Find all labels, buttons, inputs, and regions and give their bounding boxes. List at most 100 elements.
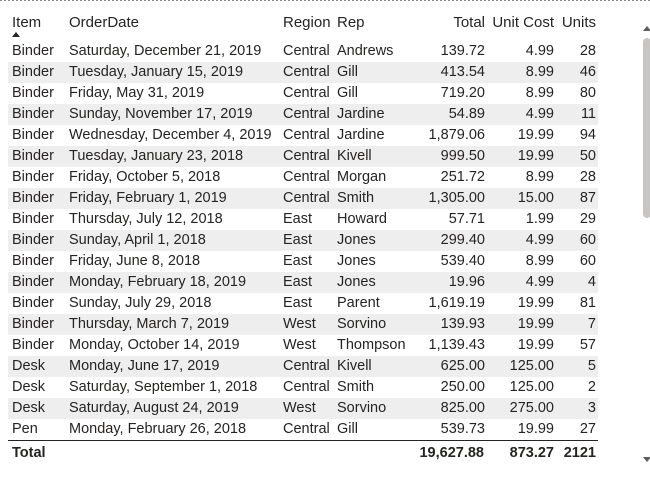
cell-units: 3 [559, 398, 598, 419]
cell-item: Binder [12, 253, 54, 269]
cell-region: East [283, 230, 337, 251]
cell-rep: Jones [337, 253, 376, 269]
cell-item: Binder [12, 169, 54, 185]
cell-units: 46 [559, 62, 598, 83]
column-header-orderdate-label: OrderDate [69, 14, 140, 31]
column-header-region[interactable]: Region [283, 8, 337, 41]
table-row[interactable]: Binder Saturday, December 21, 2019 Central… [8, 41, 598, 62]
table-row[interactable]: Binder Wednesday, December 4, 2019 Central… [8, 125, 598, 146]
cell-rep: Jardine [337, 127, 385, 143]
column-header-rep-label: Rep [337, 14, 365, 31]
cell-region: West [283, 337, 316, 353]
cell-item: Binder [8, 272, 69, 293]
cell-item: Binder [12, 211, 54, 227]
cell-unit-cost: 19.99 [517, 127, 554, 143]
cell-rep: Gill [337, 421, 358, 437]
cell-region: Central [283, 146, 337, 167]
column-header-unit-cost[interactable]: Unit Cost [485, 8, 559, 41]
cell-region: East [283, 295, 313, 311]
scroll-down-arrow-icon[interactable] [643, 457, 650, 462]
column-header-item-label: Item [12, 14, 42, 31]
column-header-item[interactable]: Item [8, 8, 69, 41]
cell-region: West [283, 314, 337, 335]
cell-rep: Jones [337, 230, 413, 251]
column-header-total[interactable]: Total [413, 8, 485, 41]
scroll-thumb[interactable] [643, 38, 650, 218]
cell-region: Central [283, 421, 330, 437]
cell-region: Central [283, 104, 337, 125]
table-row[interactable]: Binder Monday, October 14, 2019 West Thomps… [8, 335, 598, 356]
cell-region: East [283, 272, 337, 293]
table-row[interactable]: Binder Tuesday, January 15, 2019 Central Gi… [8, 62, 598, 83]
vertical-scrollbar[interactable] [642, 26, 650, 462]
cell-item: Binder [8, 104, 69, 125]
table-row[interactable]: Binder Sunday, July 29, 2018 East Parent 1,6… [8, 293, 598, 314]
cell-unit-cost: 4.99 [525, 43, 554, 59]
cell-rep: Gill [337, 85, 358, 101]
cell-region: Central [283, 62, 337, 83]
cell-unit-cost: 125.00 [485, 356, 559, 377]
cell-orderdate: Monday, February 26, 2018 [69, 421, 247, 437]
column-header-rep[interactable]: Rep [337, 8, 413, 41]
cell-orderdate: Friday, February 1, 2019 [69, 188, 283, 209]
cell-units: 28 [579, 43, 596, 59]
sort-ascending-icon[interactable] [12, 32, 20, 37]
cell-unit-cost: 1.99 [525, 211, 554, 227]
cell-item: Binder [8, 62, 69, 83]
cell-region: Central [283, 169, 330, 185]
table-row[interactable]: Binder Sunday, April 1, 2018 East Jones 299.… [8, 230, 598, 251]
cell-total: 251.72 [440, 169, 485, 185]
table-body: Binder Saturday, December 21, 2019 Central… [8, 41, 598, 441]
total-total-cell: 19,627.88 [413, 440, 485, 465]
cell-total: 54.89 [413, 104, 485, 125]
cell-orderdate: Saturday, September 1, 2018 [69, 379, 258, 395]
cell-unit-cost: 8.99 [525, 253, 554, 269]
cell-rep: Jardine [337, 104, 413, 125]
cell-unit-cost: 8.99 [485, 62, 559, 83]
total-units-cell: 2121 [559, 440, 598, 465]
cell-region: West [283, 398, 337, 419]
table-row[interactable]: Binder Friday, May 31, 2019 Central Gill 719… [8, 83, 598, 104]
cell-units: 57 [579, 337, 596, 353]
cell-region: Central [283, 356, 337, 377]
table-row[interactable]: Binder Thursday, July 12, 2018 East Howard 5… [8, 209, 598, 230]
table-row[interactable]: Desk Saturday, August 24, 2019 West Sorvino… [8, 398, 598, 419]
cell-orderdate: Tuesday, January 23, 2018 [69, 146, 283, 167]
table-row[interactable]: Binder Thursday, March 7, 2019 West Sorvino… [8, 314, 598, 335]
table-row[interactable]: Binder Friday, February 1, 2019 Central Smi… [8, 188, 598, 209]
table-row[interactable]: Binder Tuesday, January 23, 2018 Central Ki… [8, 146, 598, 167]
total-empty-cell [337, 440, 413, 465]
cell-item: Binder [8, 146, 69, 167]
cell-item: Binder [8, 188, 69, 209]
cell-units: 81 [579, 295, 596, 311]
cell-rep: Smith [337, 188, 413, 209]
cell-total: 825.00 [413, 398, 485, 419]
cell-orderdate: Saturday, December 21, 2019 [69, 43, 262, 59]
cell-orderdate: Thursday, July 12, 2018 [69, 211, 223, 227]
table-visual[interactable]: Item OrderDate Region Rep Total Unit Cos… [8, 8, 650, 465]
column-header-region-label: Region [283, 14, 331, 31]
table-row[interactable]: Binder Friday, June 8, 2018 East Jones 539.4… [8, 251, 598, 272]
cell-unit-cost: 15.00 [485, 188, 559, 209]
visual-border-dots [0, 0, 650, 1]
scroll-up-arrow-icon[interactable] [643, 26, 650, 31]
cell-orderdate: Sunday, April 1, 2018 [69, 230, 283, 251]
table-row[interactable]: Desk Saturday, September 1, 2018 Central Sm… [8, 377, 598, 398]
cell-total: 1,619.19 [428, 295, 485, 311]
table-row[interactable]: Binder Monday, February 18, 2019 East Jones… [8, 272, 598, 293]
cell-total: 539.73 [440, 421, 485, 437]
cell-units: 80 [579, 85, 596, 101]
cell-orderdate: Monday, February 18, 2019 [69, 272, 283, 293]
cell-units: 28 [579, 169, 596, 185]
column-header-units[interactable]: Units [559, 8, 598, 41]
table-row[interactable]: Pen Monday, February 26, 2018 Central Gill 5… [8, 419, 598, 441]
cell-orderdate: Monday, October 14, 2019 [69, 337, 240, 353]
table-row[interactable]: Binder Friday, October 5, 2018 Central Morg… [8, 167, 598, 188]
cell-region: Central [283, 43, 330, 59]
cell-total: 625.00 [413, 356, 485, 377]
table-row[interactable]: Binder Sunday, November 17, 2019 Central Ja… [8, 104, 598, 125]
table-row[interactable]: Desk Monday, June 17, 2019 Central Kivell 62… [8, 356, 598, 377]
column-header-total-label: Total [453, 14, 485, 31]
cell-region: Central [283, 85, 330, 101]
column-header-orderdate[interactable]: OrderDate [69, 8, 283, 41]
